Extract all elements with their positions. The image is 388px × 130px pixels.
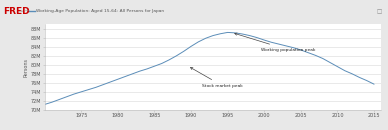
- Text: ∼: ∼: [19, 9, 23, 14]
- Text: Working-Age Population: Aged 15-64: All Persons for Japan: Working-Age Population: Aged 15-64: All …: [36, 9, 164, 13]
- Text: Stock market peak: Stock market peak: [191, 67, 243, 88]
- Y-axis label: Persons: Persons: [24, 58, 29, 77]
- Text: Working population peak: Working population peak: [235, 33, 315, 52]
- Text: —: —: [24, 8, 29, 13]
- Text: □: □: [376, 9, 381, 14]
- Text: FRED: FRED: [3, 7, 30, 16]
